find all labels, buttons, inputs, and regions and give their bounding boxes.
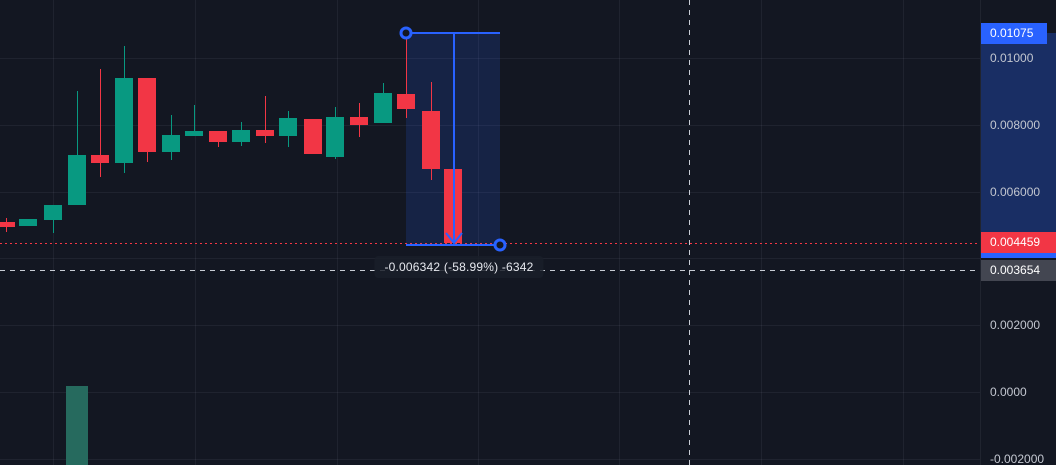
candle-body: [209, 131, 227, 142]
gridline-horizontal: [0, 459, 980, 460]
gridline-horizontal: [0, 58, 980, 59]
price-tick-label: 0.006000: [990, 185, 1041, 199]
crosshair-price-label: 0.003654: [981, 260, 1056, 281]
candle-body: [256, 130, 274, 136]
gridline-vertical: [903, 0, 904, 465]
measure-bottom-line[interactable]: [406, 244, 500, 246]
measure-end-handle[interactable]: [493, 238, 507, 252]
gridline-vertical: [478, 0, 479, 465]
candle-body: [374, 93, 392, 123]
candle-wick: [265, 96, 266, 143]
candle-body: [232, 130, 250, 142]
gridline-vertical: [761, 0, 762, 465]
candle-body: [326, 117, 344, 157]
measure-center-line[interactable]: [453, 33, 455, 243]
candle-body: [115, 78, 133, 163]
candle-body: [279, 118, 297, 136]
gridline-vertical: [195, 0, 196, 465]
measure-arrowhead-icon: [445, 232, 463, 244]
measure-range-scale-highlight: [981, 33, 1056, 258]
candle-body: [44, 205, 62, 220]
candle-body: [68, 155, 86, 205]
candle-body: [350, 117, 368, 125]
gridline-vertical: [337, 0, 338, 465]
measure-start-handle[interactable]: [399, 26, 413, 40]
last-price-line: [0, 243, 980, 244]
candle-body: [138, 78, 156, 152]
candle-body: [397, 94, 415, 109]
measure-high-price-label: 0.01075: [981, 23, 1047, 44]
price-tick-label: 0.008000: [990, 118, 1041, 132]
gridline-horizontal: [0, 392, 980, 393]
crosshair-vertical-line: [689, 0, 690, 465]
gridline-vertical: [619, 0, 620, 465]
candle-body: [422, 111, 440, 169]
price-scale[interactable]: 0.01000 0.008000 0.006000 0.002000 0.0000 -0.…: [980, 0, 1056, 465]
candle-wick: [100, 69, 101, 177]
candle-body: [185, 131, 203, 136]
price-tick-label: -0.002000: [990, 452, 1045, 465]
candle-body: [304, 119, 322, 154]
candle-wick: [77, 91, 78, 205]
chart-plot-area[interactable]: -0.006342 (-58.99%) -6342: [0, 0, 980, 465]
price-tick-label: 0.0000: [990, 385, 1027, 399]
volume-bar: [66, 386, 88, 465]
gridline-horizontal: [0, 325, 980, 326]
candle-wick: [194, 105, 195, 136]
price-tick-label: 0.01000: [990, 51, 1034, 65]
gridline-horizontal: [0, 125, 980, 126]
candle-wick: [406, 38, 407, 118]
candle-body: [91, 155, 109, 163]
measure-tooltip: -0.006342 (-58.99%) -6342: [374, 256, 544, 278]
gridline-horizontal: [0, 192, 980, 193]
last-price-label: 0.004459: [981, 232, 1056, 253]
candle-body: [162, 135, 180, 152]
price-tick-label: 0.002000: [990, 318, 1041, 332]
candle-body: [0, 222, 15, 227]
candle-body: [19, 219, 37, 226]
